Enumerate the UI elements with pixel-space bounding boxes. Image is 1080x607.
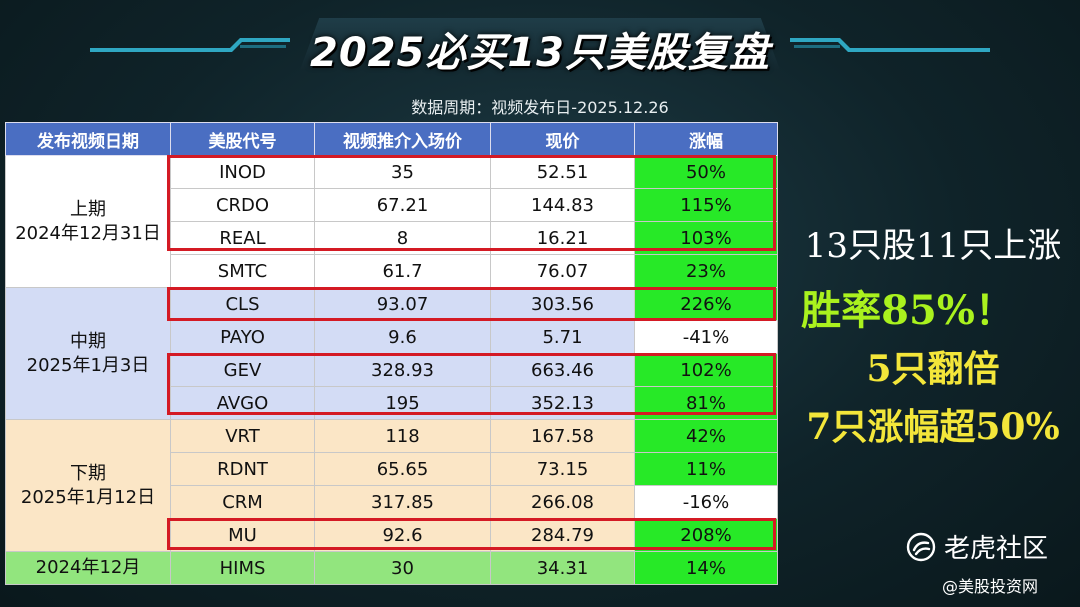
title-band <box>300 18 780 70</box>
entry-price-cell: 8 <box>314 221 491 255</box>
ticker-cell: CRDO <box>170 188 315 222</box>
table-row: 中期 2025年1月3日 CLS 93.07 303.56 226% <box>5 287 778 420</box>
watermark: @美股投资网 <box>942 577 1039 596</box>
period-name: 下期 <box>70 462 106 484</box>
change-cell: 11% <box>634 452 778 486</box>
header-publish-date: 发布视频日期 <box>5 122 171 156</box>
change-cell: 23% <box>634 254 778 288</box>
current-price-cell: 5.71 <box>490 320 635 354</box>
current-price-cell: 352.13 <box>490 386 635 420</box>
ticker-cell: REAL <box>170 221 315 255</box>
entry-price-cell: 328.93 <box>314 353 491 387</box>
tiger-paw-icon <box>906 532 936 561</box>
header-entry-price: 视频推介入场价 <box>314 122 491 156</box>
stock-review-table: 发布视频日期 美股代号 视频推介入场价 现价 涨幅 上期 2024年12月31日 I… <box>5 122 778 585</box>
title-banner: 2025必买13只美股复盘 <box>0 0 1080 88</box>
page-title: 2025必买13只美股复盘 <box>310 30 770 76</box>
current-price-cell: 34.31 <box>490 551 635 585</box>
change-cell: 208% <box>634 518 778 552</box>
title-decoration-left <box>90 38 290 52</box>
ticker-cell: MU <box>170 518 315 552</box>
change-cell: -16% <box>634 485 778 519</box>
period-date: 2025年1月12日 <box>20 486 156 508</box>
brand-logo: 老虎社区 <box>906 528 1048 565</box>
current-price-cell: 76.07 <box>490 254 635 288</box>
table-row: RDNT 65.65 73.15 11% <box>6 452 778 486</box>
summary-win-rate: 胜率85%！ <box>801 287 1015 334</box>
change-cell: 226% <box>634 287 778 321</box>
data-period-subtitle: 数据周期：视频发布日-2025.12.26 <box>411 98 669 117</box>
header-ticker: 美股代号 <box>170 122 315 156</box>
brand-name: 老虎社区 <box>944 534 1049 564</box>
period-cell: 中期 2025年1月3日 <box>5 287 171 420</box>
ticker-cell: RDNT <box>170 452 315 486</box>
entry-price-cell: 61.7 <box>314 254 491 288</box>
summary-double-count: 5只翻倍 <box>866 348 1000 390</box>
entry-price-cell: 92.6 <box>314 518 491 552</box>
current-price-cell: 16.21 <box>490 221 635 255</box>
table-row: 上期 2024年12月31日 INOD 35 52.51 50% <box>5 155 778 288</box>
current-price-cell: 144.83 <box>490 188 635 222</box>
entry-price-cell: 9.6 <box>314 320 491 354</box>
current-price-cell: 284.79 <box>490 518 635 552</box>
period-cell: 2024年12月 <box>5 551 171 585</box>
current-price-cell: 303.56 <box>490 287 635 321</box>
ticker-cell: HIMS <box>170 551 315 585</box>
table-row: PAYO 9.6 5.71 -41% <box>6 320 778 354</box>
entry-price-cell: 67.21 <box>314 188 491 222</box>
ticker-cell: INOD <box>170 155 315 189</box>
entry-price-cell: 195 <box>314 386 491 420</box>
period-date: 2024年12月 <box>35 557 141 578</box>
current-price-cell: 167.58 <box>490 419 635 453</box>
table-row: 2024年12月 HIMS 30 34.31 14% <box>5 551 778 585</box>
period-cell: 下期 2025年1月12日 <box>5 419 171 552</box>
ticker-cell: PAYO <box>170 320 315 354</box>
entry-price-cell: 35 <box>314 155 491 189</box>
ticker-cell: CLS <box>170 287 315 321</box>
current-price-cell: 73.15 <box>490 452 635 486</box>
period-date: 2024年12月31日 <box>15 222 161 244</box>
table-header-row: 发布视频日期 美股代号 视频推介入场价 现价 涨幅 <box>5 122 778 156</box>
period-cell: 上期 2024年12月31日 <box>5 155 171 288</box>
ticker-cell: CRM <box>170 485 315 519</box>
change-cell: 115% <box>634 188 778 222</box>
table-row: SMTC 61.7 76.07 23% <box>6 254 778 288</box>
title-decoration-right <box>790 38 990 52</box>
period-name: 中期 <box>70 330 106 352</box>
current-price-cell: 266.08 <box>490 485 635 519</box>
table-row: 下期 2025年1月12日 VRT 118 167.58 42% <box>5 419 778 552</box>
change-cell: 102% <box>634 353 778 387</box>
current-price-cell: 52.51 <box>490 155 635 189</box>
change-cell: 42% <box>634 419 778 453</box>
table-row: CRDO 67.21 144.83 115% <box>6 188 778 222</box>
entry-price-cell: 93.07 <box>314 287 491 321</box>
summary-over50-count: 7只涨幅超50% <box>806 406 1060 448</box>
header-change: 涨幅 <box>634 122 778 156</box>
ticker-cell: AVGO <box>170 386 315 420</box>
ticker-cell: SMTC <box>170 254 315 288</box>
change-cell: 81% <box>634 386 778 420</box>
entry-price-cell: 118 <box>314 419 491 453</box>
current-price-cell: 663.46 <box>490 353 635 387</box>
entry-price-cell: 30 <box>314 551 491 585</box>
period-date: 2025年1月3日 <box>26 354 150 376</box>
ticker-cell: GEV <box>170 353 315 387</box>
change-cell: 103% <box>634 221 778 255</box>
summary-rise-count: 13只股11只上涨 <box>804 226 1062 266</box>
table-row: CRM 317.85 266.08 -16% <box>6 485 778 519</box>
header-current-price: 现价 <box>490 122 635 156</box>
period-name: 上期 <box>70 198 106 220</box>
entry-price-cell: 317.85 <box>314 485 491 519</box>
entry-price-cell: 65.65 <box>314 452 491 486</box>
ticker-cell: VRT <box>170 419 315 453</box>
change-cell: 50% <box>634 155 778 189</box>
change-cell: 14% <box>634 551 778 585</box>
change-cell: -41% <box>634 320 778 354</box>
